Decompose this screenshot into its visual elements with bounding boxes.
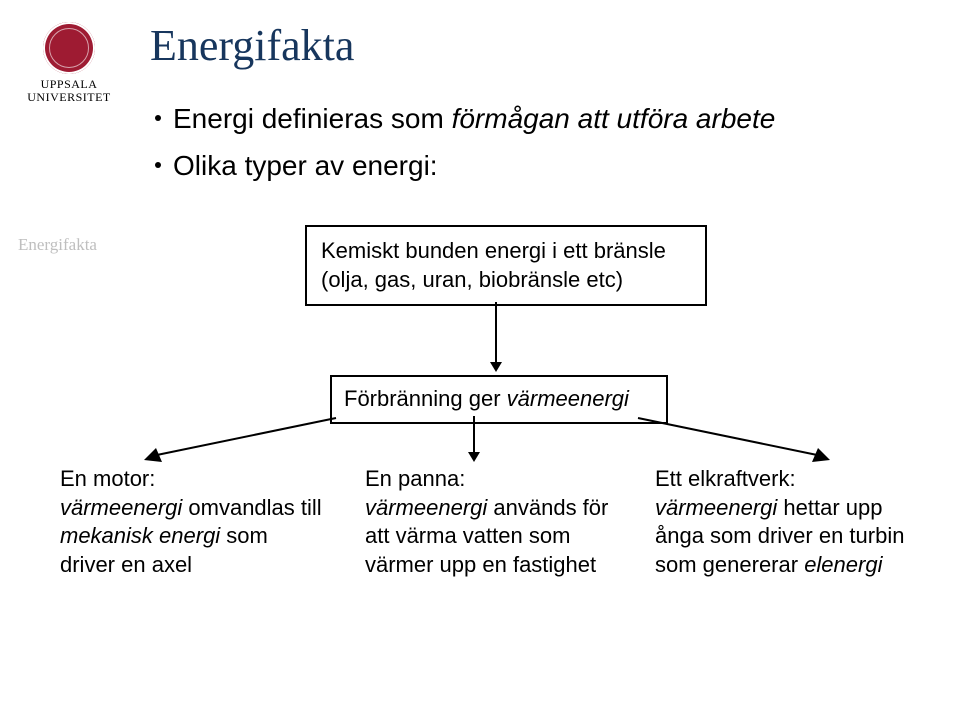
column-motor: En motor: värmeenergi omvandlas till mek… <box>60 465 325 579</box>
bullet-list: Energi definieras som förmågan att utför… <box>155 95 875 195</box>
logo-text-line2: UNIVERSITET <box>24 91 114 104</box>
col-italic: mekanisk energi <box>60 523 220 548</box>
col-lead: Ett elkraftverk: <box>655 466 796 491</box>
arrow-diag-right-icon <box>636 416 836 466</box>
university-logo: UPPSALA UNIVERSITET <box>24 22 114 104</box>
column-boiler: En panna: värmeenergi används för att vä… <box>365 465 615 579</box>
combustion-box: Förbränning ger värmeenergi <box>330 375 668 424</box>
col-italic: värmeenergi <box>365 495 487 520</box>
column-powerplant: Ett elkraftverk: värmeenergi hettar upp … <box>655 465 930 579</box>
bullet-plain: Olika typer av energi: <box>173 150 438 181</box>
bullet-plain: Energi definieras som <box>173 103 452 134</box>
bullet-text: Energi definieras som förmågan att utför… <box>173 101 775 136</box>
col-italic: värmeenergi <box>655 495 777 520</box>
slide: UPPSALA UNIVERSITET Energifakta Energifa… <box>0 0 960 715</box>
col-italic: elenergi <box>804 552 882 577</box>
mid-box-italic: värmeenergi <box>507 386 629 411</box>
slide-title: Energifakta <box>150 20 354 71</box>
col-italic: värmeenergi <box>60 495 182 520</box>
bullet-item: Olika typer av energi: <box>155 148 875 183</box>
sidebar-section-label: Energifakta <box>18 235 97 255</box>
col-lead: En panna: <box>365 466 465 491</box>
bullet-text: Olika typer av energi: <box>173 148 438 183</box>
col-plain: omvandlas till <box>182 495 321 520</box>
bullet-item: Energi definieras som förmågan att utför… <box>155 101 875 136</box>
arrow-down-icon <box>488 302 504 372</box>
bullet-dot-icon <box>155 115 161 121</box>
bullet-italic: förmågan att utföra arbete <box>452 103 776 134</box>
arrow-down-icon <box>466 416 482 462</box>
arrow-diag-left-icon <box>138 416 338 466</box>
bullet-dot-icon <box>155 162 161 168</box>
col-lead: En motor: <box>60 466 155 491</box>
source-box: Kemiskt bunden energi i ett bränsle (olj… <box>305 225 707 306</box>
mid-box-plain: Förbränning ger <box>344 386 507 411</box>
logo-seal-icon <box>43 22 95 74</box>
